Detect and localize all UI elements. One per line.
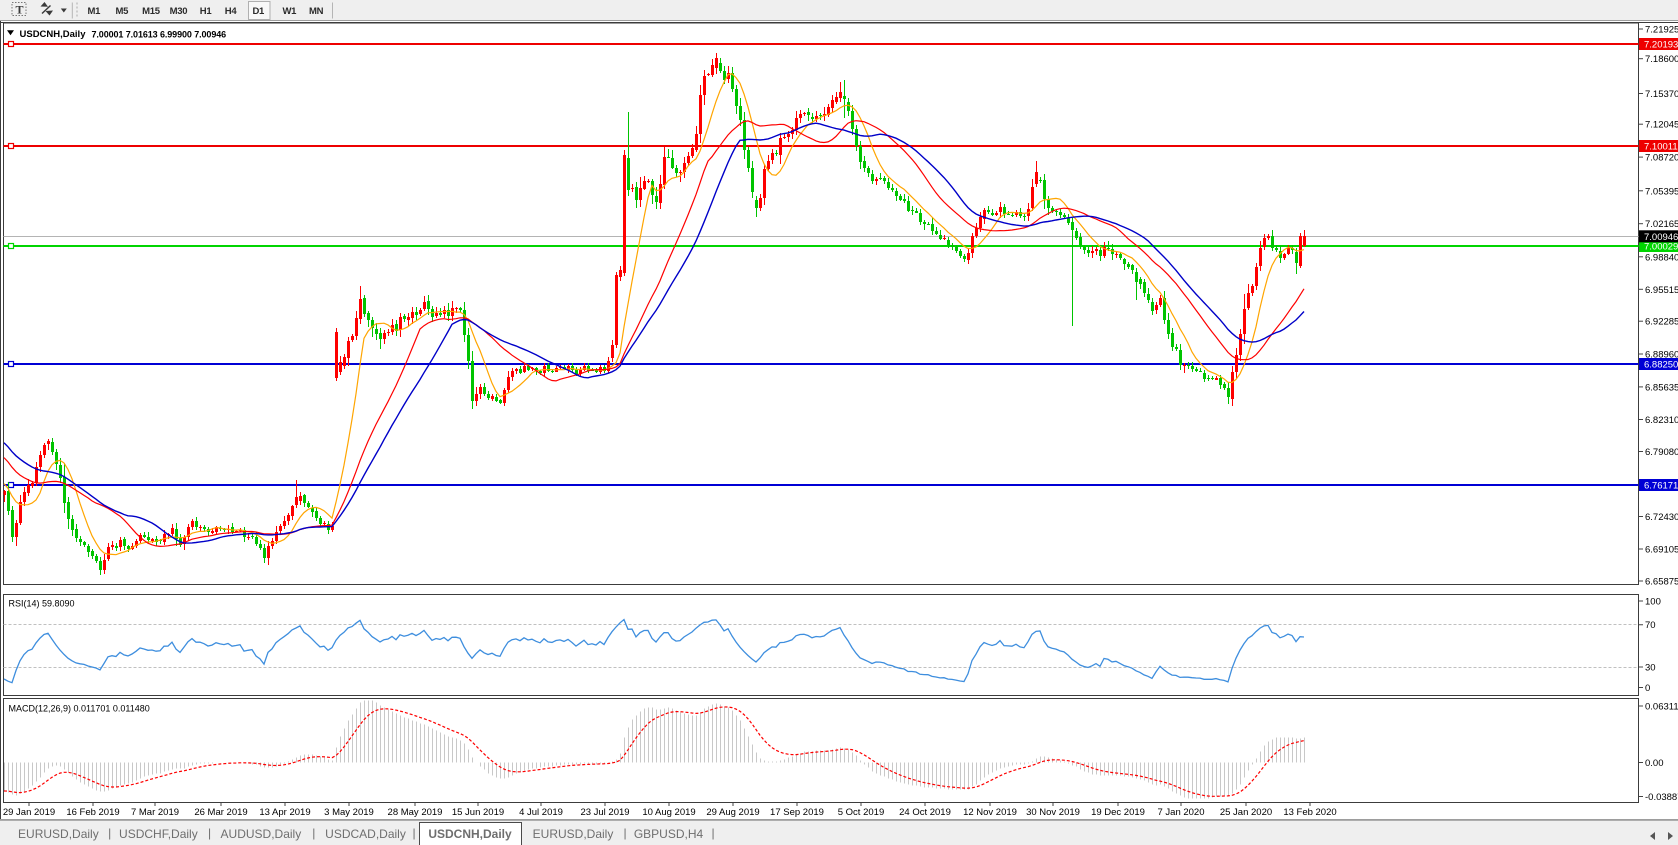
svg-text:4 Jul 2019: 4 Jul 2019 [519,807,563,818]
svg-text:M5: M5 [116,6,130,17]
svg-text:70: 70 [1645,620,1656,631]
svg-text:7 Jan 2020: 7 Jan 2020 [1157,807,1204,818]
svg-text:7.00029: 7.00029 [1644,242,1678,253]
svg-text:15 Jun 2019: 15 Jun 2019 [452,807,504,818]
svg-text:3 May 2019: 3 May 2019 [324,807,374,818]
svg-text:6.79080: 6.79080 [1645,447,1678,458]
svg-text:7.15370: 7.15370 [1645,89,1678,100]
svg-text:100: 100 [1645,597,1661,608]
svg-text:7.02165: 7.02165 [1645,219,1678,230]
svg-text:6.82310: 6.82310 [1645,415,1678,426]
svg-text:RSI(14) 59.8090: RSI(14) 59.8090 [9,599,75,609]
svg-text:AUDUSD,Daily: AUDUSD,Daily [221,827,302,841]
svg-text:29 Jan 2019: 29 Jan 2019 [3,807,55,818]
svg-text:30: 30 [1645,663,1656,674]
svg-text:0.063112: 0.063112 [1645,702,1678,713]
svg-text:25 Jan 2020: 25 Jan 2020 [1220,807,1272,818]
svg-text:M1: M1 [88,6,102,17]
svg-text:23 Jul 2019: 23 Jul 2019 [580,807,629,818]
svg-text:13 Feb 2020: 13 Feb 2020 [1283,807,1336,818]
svg-text:6.88250: 6.88250 [1644,360,1678,371]
svg-text:12 Nov 2019: 12 Nov 2019 [963,807,1017,818]
svg-text:24 Oct 2019: 24 Oct 2019 [899,807,951,818]
svg-text:6.98840: 6.98840 [1645,252,1678,263]
svg-text:6.76171: 6.76171 [1644,481,1678,492]
svg-text:16 Feb 2019: 16 Feb 2019 [66,807,119,818]
svg-text:USDCAD,Daily: USDCAD,Daily [325,827,406,841]
svg-text:USDCNH,Daily: USDCNH,Daily [20,29,87,40]
svg-text:13 Apr 2019: 13 Apr 2019 [259,807,310,818]
svg-text:USDCHF,Daily: USDCHF,Daily [119,827,198,841]
svg-text:7.20193: 7.20193 [1644,40,1678,51]
svg-text:GBPUSD,H4: GBPUSD,H4 [634,827,704,841]
svg-text:|: | [208,826,211,840]
svg-text:10 Aug 2019: 10 Aug 2019 [642,807,695,818]
svg-text:|: | [108,826,111,840]
svg-text:M15: M15 [142,6,161,17]
svg-text:7.10011: 7.10011 [1644,142,1678,153]
svg-text:6.69105: 6.69105 [1645,545,1678,556]
svg-text:D1: D1 [253,6,266,17]
svg-text:26 Mar 2019: 26 Mar 2019 [194,807,247,818]
svg-text:M30: M30 [170,6,188,17]
svg-text:6.95515: 6.95515 [1645,285,1678,296]
svg-text:6.92285: 6.92285 [1645,317,1678,328]
svg-text:30 Nov 2019: 30 Nov 2019 [1026,807,1080,818]
svg-text:6.72430: 6.72430 [1645,512,1678,523]
svg-text:0.00: 0.00 [1645,758,1664,769]
svg-text:|: | [412,826,415,840]
svg-text:MN: MN [309,6,324,17]
svg-text:7.12045: 7.12045 [1645,120,1678,131]
svg-text:7 Mar 2019: 7 Mar 2019 [131,807,179,818]
svg-text:17 Sep 2019: 17 Sep 2019 [770,807,824,818]
svg-text:EURUSD,Daily: EURUSD,Daily [533,827,614,841]
svg-text:5 Oct 2019: 5 Oct 2019 [838,807,884,818]
svg-text:7.00946: 7.00946 [1644,232,1678,243]
svg-text:7.08720: 7.08720 [1645,153,1678,164]
svg-text:USDCNH,Daily: USDCNH,Daily [428,827,512,841]
svg-text:H4: H4 [225,6,238,17]
svg-text:|: | [711,826,714,840]
svg-text:W1: W1 [283,6,298,17]
svg-text:28 May 2019: 28 May 2019 [388,807,443,818]
svg-text:MACD(12,26,9) 0.011701 0.01148: MACD(12,26,9) 0.011701 0.011480 [9,704,150,714]
svg-text:|: | [312,826,315,840]
svg-text:0: 0 [1645,683,1650,694]
svg-text:7.18600: 7.18600 [1645,54,1678,65]
svg-text:29 Aug 2019: 29 Aug 2019 [706,807,759,818]
svg-text:6.88960: 6.88960 [1645,350,1678,361]
svg-text:7.00001 7.01613 6.99900 7.0094: 7.00001 7.01613 6.99900 7.00946 [92,30,227,40]
svg-text:T: T [16,3,24,17]
svg-text:EURUSD,Daily: EURUSD,Daily [18,827,99,841]
svg-text:|: | [623,826,626,840]
svg-text:-0.038870: -0.038870 [1645,792,1678,803]
svg-text:7.21925: 7.21925 [1645,25,1678,36]
svg-text:H1: H1 [200,6,213,17]
svg-text:6.65875: 6.65875 [1645,577,1678,588]
svg-text:6.85635: 6.85635 [1645,382,1678,393]
svg-text:19 Dec 2019: 19 Dec 2019 [1091,807,1145,818]
svg-text:7.05395: 7.05395 [1645,186,1678,197]
